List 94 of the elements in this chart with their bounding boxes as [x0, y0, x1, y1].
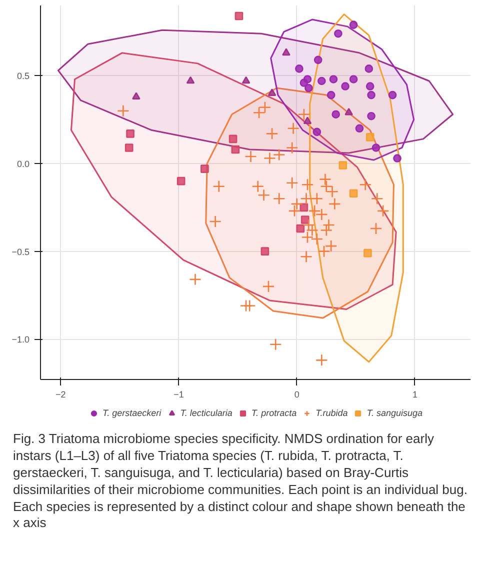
point [372, 144, 380, 152]
point [242, 76, 250, 84]
y-tick-label: −1.0 [12, 334, 30, 345]
point [186, 76, 195, 84]
legend-label: T. protracta [251, 408, 297, 418]
point [300, 216, 310, 224]
point [258, 188, 270, 202]
point [393, 154, 402, 162]
point [176, 176, 186, 186]
point [260, 247, 270, 256]
point [298, 108, 310, 121]
y-tick-label: 0.0 [16, 159, 30, 170]
point [326, 90, 336, 100]
point [300, 192, 312, 205]
point [243, 300, 256, 312]
point [349, 20, 358, 29]
point [359, 178, 372, 191]
point [272, 148, 286, 161]
point [295, 64, 304, 73]
point [303, 75, 312, 84]
point [302, 218, 315, 232]
x-tick-label: 1 [412, 390, 418, 400]
point [244, 150, 257, 163]
point [349, 189, 358, 198]
point [329, 75, 338, 84]
point [328, 198, 341, 210]
point [228, 134, 238, 144]
point [308, 204, 321, 218]
point [371, 192, 384, 205]
point [320, 180, 333, 193]
legend-label: T. lecticularia [180, 408, 232, 418]
point [303, 116, 312, 124]
point [262, 280, 275, 293]
point [301, 178, 314, 191]
point [286, 176, 298, 189]
point [209, 215, 222, 228]
x-tick-label: −2 [55, 390, 66, 400]
point [326, 185, 338, 198]
point [282, 48, 290, 56]
point [314, 56, 322, 64]
point [272, 192, 286, 205]
point [286, 142, 298, 154]
point [312, 128, 322, 136]
point [367, 112, 376, 120]
point [376, 204, 390, 218]
point [310, 232, 324, 246]
legend-label: T.rubida [316, 408, 348, 418]
point [310, 192, 324, 205]
point [290, 198, 303, 210]
point [316, 354, 328, 366]
point [252, 180, 264, 193]
point [349, 75, 358, 84]
point [300, 250, 312, 263]
point [364, 248, 372, 258]
point [316, 208, 328, 221]
point [189, 273, 202, 286]
legend-label: T. sanguisuga [366, 408, 423, 418]
point [231, 145, 240, 154]
point [304, 84, 313, 92]
point [300, 203, 308, 212]
point [355, 124, 364, 133]
x-tick-label: −1 [174, 390, 184, 400]
point [124, 144, 134, 152]
point [334, 29, 342, 38]
point [367, 90, 376, 100]
point [117, 104, 130, 117]
point [296, 224, 305, 233]
point [234, 12, 244, 20]
point [126, 130, 134, 138]
point [370, 222, 382, 235]
point [132, 92, 140, 100]
point [269, 338, 282, 351]
point [318, 76, 326, 86]
point [288, 204, 301, 218]
y-tick-label: 0.5 [16, 71, 30, 82]
point [341, 82, 350, 90]
point [338, 161, 348, 170]
point [287, 122, 300, 135]
point [264, 152, 276, 164]
point [268, 88, 276, 96]
point [332, 110, 340, 119]
x-tick-label: 0 [294, 390, 300, 400]
point [388, 90, 397, 100]
point [366, 82, 374, 90]
legend-label: T. gerstaeckeri [102, 408, 162, 418]
point [364, 64, 374, 73]
point [366, 133, 374, 142]
point [212, 180, 226, 193]
point [200, 164, 209, 173]
caption: Fig. 3 Triatoma microbiome species specificity. NMDS ordination for early instars (L1–L3) of all five Triatoma species (T. rubida, T. protracta, T. gerstaeckeri, T. sanguisuga, and T. lecticularia) based on Bray-Curtis dissimilarities of their microbiome communities. Each point is an individual bug. Each species is represented by a distinct colour and shape shown beneath the x axis [13, 431, 468, 532]
point [266, 128, 278, 140]
y-tick-label: −0.5 [12, 246, 30, 257]
point [344, 108, 353, 116]
point [319, 173, 332, 186]
